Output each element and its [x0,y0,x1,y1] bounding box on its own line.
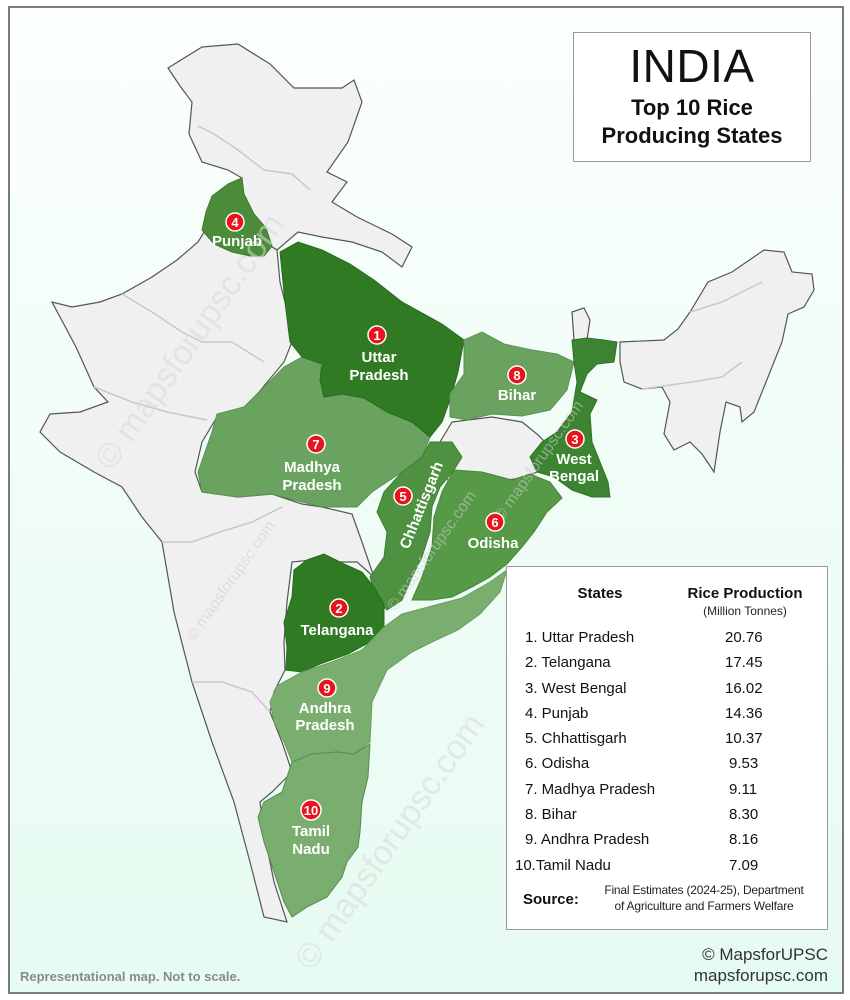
svg-text:6: 6 [491,515,498,530]
svg-text:Punjab: Punjab [212,233,262,250]
rank-badge [367,325,387,345]
svg-text:5: 5 [399,489,406,504]
table-row: 4. Punjab 14.36 [525,704,763,722]
header-unit: (Million Tonnes) [703,604,787,618]
table-row: 7. Madhya Pradesh 9.11 [525,780,758,798]
title-line2: Producing States [601,123,783,148]
header-states: States [577,585,623,602]
table-row: 6. Odisha 9.53 [525,755,759,773]
table-row: 5. Chhattisgarh 10.37 [525,730,763,748]
svg-text:9: 9 [323,681,330,696]
state-andhra-pradesh[interactable] [269,568,508,763]
source-text: Final Estimates (2024-25), Department of… [604,883,804,913]
svg-text:10: 10 [304,803,318,818]
header-production: Rice Production [687,585,803,602]
source-note: Source: Final Estimates (2024-25), Depar… [517,879,819,919]
svg-text:Bihar: Bihar [498,387,537,404]
table-row: 9. Andhra Pradesh 8.16 [525,831,759,849]
title-line1: Top 10 Rice [631,95,753,120]
table-row: 3. West Bengal 16.02 [525,679,763,697]
production-table: States Rice Production (Million Tonnes) … [506,566,828,930]
svg-text:Odisha: Odisha [468,535,520,552]
state-west-bengal[interactable] [529,337,618,498]
disclaimer: Representational map. Not to scale. [20,969,241,984]
label-tamil-nadu: 10 Tamil Nadu [292,799,330,858]
table-row: 1. Uttar Pradesh 20.76 [525,629,763,646]
title-main: INDIA [629,40,755,92]
svg-text:Uttar: Uttar [361,349,396,366]
credits: © MapsforUPSC mapsforupsc.com [694,944,828,986]
svg-text:Pradesh: Pradesh [349,367,408,384]
label-west-bengal: 3 West Bengal [549,429,599,485]
label-punjab: 4 Punjab [212,212,262,250]
internal-borders [93,125,763,713]
svg-text:7: 7 [312,437,319,452]
svg-text:8: 8 [513,368,520,383]
table-row: 8. Bihar 8.30 [525,806,759,824]
map-frame: © mapsforupsc.com © mapsforupsc.com © ma… [8,6,844,994]
label-odisha: 6 Odisha [468,512,520,552]
svg-text:Telangana: Telangana [300,622,374,639]
svg-text:4: 4 [231,215,239,230]
copyright: © MapsforUPSC [702,945,828,964]
label-telangana: 2 Telangana [300,598,374,639]
state-odisha[interactable] [411,469,563,601]
svg-text:Tamil: Tamil [292,823,330,840]
svg-text:West: West [556,451,592,468]
label-andhra-pradesh: 9 Andhra Pradesh [295,678,355,734]
svg-text:Nadu: Nadu [292,841,330,858]
table-row: 2. Telangana 17.45 [525,654,763,672]
label-uttar-pradesh: 1 Uttar Pradesh [349,325,409,384]
svg-text:1: 1 [373,328,380,343]
svg-text:2: 2 [335,601,342,616]
svg-text:Andhra: Andhra [299,700,352,717]
label-madhya-pradesh: 7 Madhya Pradesh [282,434,342,494]
table-row: 10.Tamil Nadu 7.09 [515,856,759,874]
state-tamil-nadu[interactable] [257,743,371,918]
state-chhattisgarh[interactable] [369,441,463,611]
label-bihar: 8 Bihar [498,365,537,404]
source-label: Source: [523,891,579,908]
website-link[interactable]: mapsforupsc.com [693,966,828,985]
svg-text:Madhya: Madhya [284,459,341,476]
title-box: INDIA Top 10 Rice Producing States [573,32,811,162]
table-rows: 1. Uttar Pradesh 20.76 2. Telangana 17.45 … [507,625,827,878]
svg-text:Pradesh: Pradesh [295,717,354,734]
svg-text:3: 3 [571,432,578,447]
india-map: © mapsforupsc.com © mapsforupsc.com © ma… [39,43,815,977]
svg-text:Bengal: Bengal [549,468,599,485]
svg-text:Pradesh: Pradesh [282,477,341,494]
